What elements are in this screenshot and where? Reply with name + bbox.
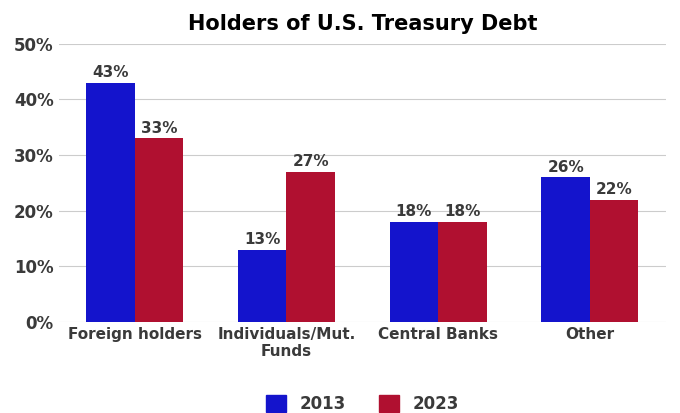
Text: 13%: 13% [244,232,280,247]
Text: 26%: 26% [547,159,584,175]
Text: 22%: 22% [596,182,632,197]
Text: 43%: 43% [92,65,129,80]
Text: 18%: 18% [444,204,481,219]
Bar [541,178,590,322]
Bar [438,222,487,322]
Bar [238,250,286,322]
Bar [86,83,135,322]
Text: 27%: 27% [292,154,329,169]
Bar [135,138,183,322]
Bar [390,222,438,322]
Text: 18%: 18% [396,204,432,219]
Legend: 2013, 2023: 2013, 2023 [259,388,465,413]
Bar [286,172,335,322]
Bar [590,199,639,322]
Title: Holders of U.S. Treasury Debt: Holders of U.S. Treasury Debt [188,14,537,34]
Text: 33%: 33% [141,121,177,135]
